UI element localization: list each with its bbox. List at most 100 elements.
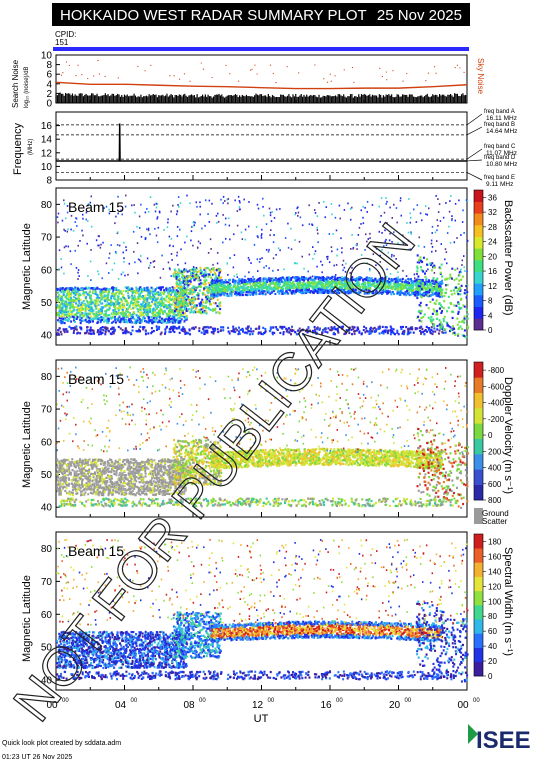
power-cell [165,317,168,320]
power-cell [262,326,265,329]
power-cell [206,295,209,299]
power-cell [136,330,139,333]
power-cell [267,285,270,288]
power-cell [219,293,222,296]
power-cell [332,331,335,335]
power-cell [177,303,180,306]
power-cell [447,325,450,328]
power-cell [247,325,250,328]
power-cell [160,321,163,324]
sky-noise-point [137,65,139,68]
power-cell [149,307,152,311]
power-cell [176,317,179,320]
power-cell [264,283,267,286]
power-cell [345,329,348,332]
power-cell [273,331,276,335]
power-cell [160,331,163,334]
power-cell [288,276,290,278]
power-cell [57,295,60,298]
power-cell [57,319,60,322]
power-cell [135,305,138,308]
power-cell [223,293,226,296]
power-cell [182,311,185,314]
power-cell [411,281,414,284]
power-cell [193,327,196,330]
power-cell [89,300,92,304]
power-cell [456,237,458,239]
power-cell [438,302,441,305]
power-cell [315,332,318,335]
power-cell [204,267,207,270]
power-cell [275,326,278,329]
power-cell [407,330,410,333]
power-cell [203,326,206,329]
freq-band-label: freq band A [484,109,515,115]
power-cell [125,331,128,334]
power-cell [168,304,171,307]
power-cell [150,286,153,289]
power-cell [216,304,219,308]
power-cell [372,327,375,330]
power-cell [62,293,65,297]
power-cell [142,304,145,308]
power-cell [163,319,166,323]
power-cell [258,325,261,328]
power-cell [71,306,74,309]
power-cell [444,331,447,334]
power-cell [67,291,70,294]
power-cell [440,263,443,266]
power-cell [176,251,179,254]
power-cell [152,314,155,317]
power-cell [417,315,420,318]
power-cell [392,292,395,296]
power-cell [437,295,440,298]
power-cell [237,282,240,285]
power-cell [84,309,87,312]
power-cell [205,310,208,313]
power-cell [433,323,436,326]
power-cell [111,301,114,304]
power-cell [182,280,185,283]
power-cell [258,327,261,330]
power-cell [222,329,225,332]
power-cell [244,279,247,283]
power-cell [147,317,150,320]
power-cell [431,332,434,336]
power-cell [443,294,446,298]
power-cell [76,225,78,227]
power-cell [200,308,203,311]
power-cell [89,326,92,329]
power-cell [275,327,278,331]
sky-noise-point [427,72,430,74]
power-cell [102,320,105,323]
power-cell [275,253,277,256]
power-cell [180,281,183,284]
power-cell [108,288,111,291]
power-cell [189,272,192,275]
power-cell [101,325,104,329]
power-cell [457,310,460,313]
noise-y-tick-label: 10 [41,51,53,62]
power-cell [451,316,454,320]
power-cell [282,287,285,291]
power-cell [117,289,120,292]
power-cell [62,319,65,322]
power-cell [457,288,460,291]
power-cell [400,285,403,288]
power-cell [90,195,93,198]
power-cell [404,286,407,289]
power-cell [204,305,207,308]
power-cell [427,327,430,330]
power-cell [64,302,67,305]
power-cell [150,321,153,324]
power-cell [64,318,67,321]
sky-noise-point [211,76,213,79]
power-cell [117,317,120,320]
power-cell [140,303,143,306]
power-cell [97,329,100,332]
sky-noise-point [314,64,316,66]
power-cell [69,296,72,300]
header-bar [52,3,470,26]
power-cell [150,315,153,319]
power-cell [159,312,162,315]
